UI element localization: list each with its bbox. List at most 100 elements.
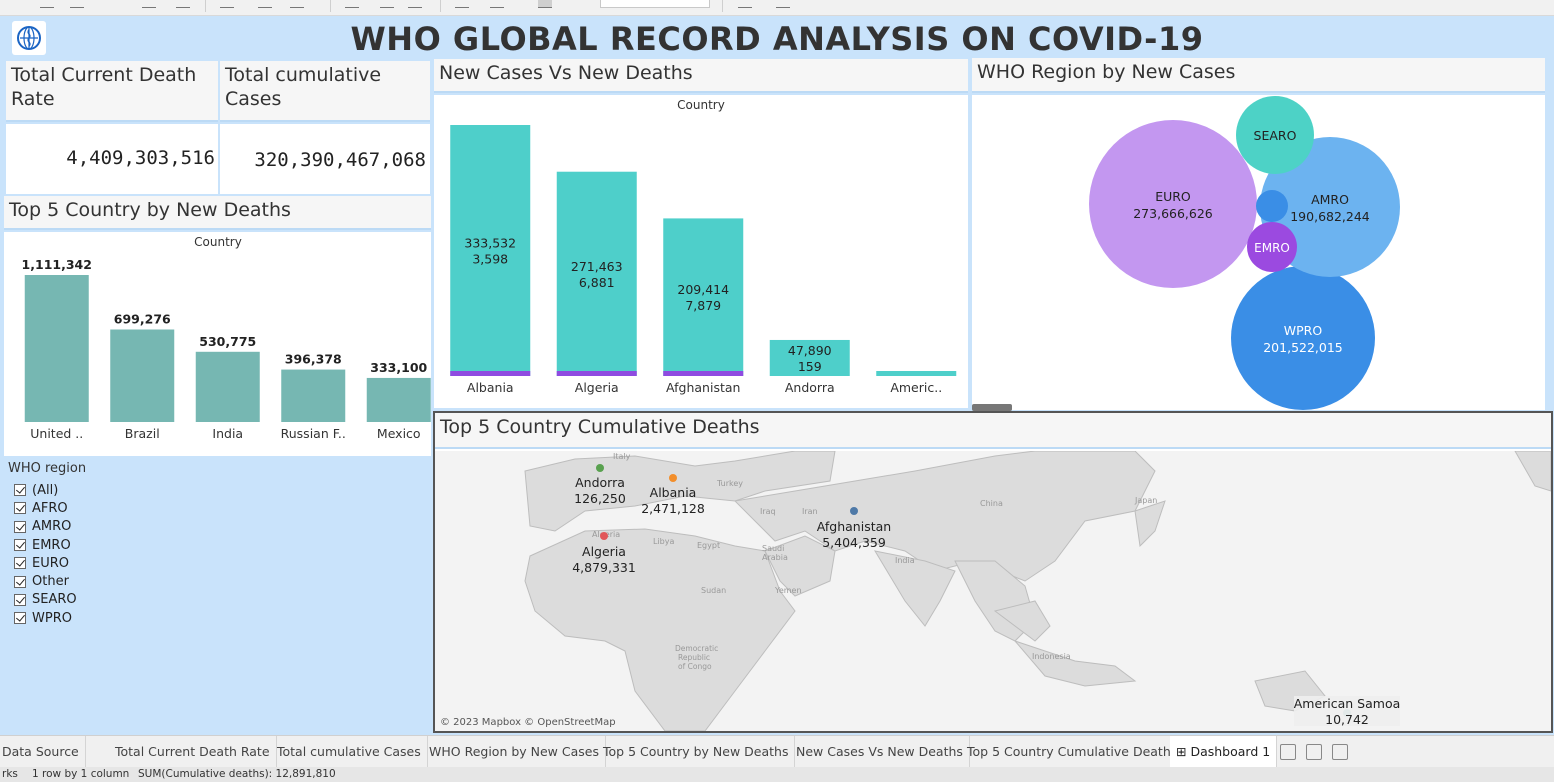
kpi-cumulative-value: 320,390,467,068 — [254, 149, 426, 171]
place-label: Egypt — [697, 541, 720, 550]
new-cases-deaths-header[interactable]: New Cases Vs New Deaths — [434, 59, 968, 93]
region-bubble[interactable] — [1247, 222, 1297, 272]
region-bubble[interactable] — [1236, 96, 1314, 174]
checkbox[interactable] — [14, 557, 26, 570]
map-point-name: Albania — [650, 485, 697, 500]
map-point[interactable] — [600, 532, 608, 540]
region-bubbles-header[interactable]: WHO Region by New Cases — [972, 58, 1545, 93]
new-worksheet-icon[interactable] — [1280, 744, 1296, 760]
filter-options: (All) AFRO AMRO EMRO EURO Other SEARO WPRO — [8, 481, 208, 627]
place-label: Yemen — [774, 586, 802, 595]
place-label: Arabia — [762, 553, 788, 562]
cases-bar[interactable] — [663, 218, 744, 376]
region-bubble[interactable] — [1256, 190, 1288, 222]
back-icon[interactable] — [40, 0, 54, 8]
checkbox[interactable] — [14, 539, 26, 552]
group-icon[interactable] — [490, 0, 504, 8]
deaths-bar[interactable] — [663, 371, 744, 376]
sheet-tab[interactable]: WHO Region by New Cases — [423, 736, 606, 768]
fit-dropdown[interactable] — [600, 0, 710, 8]
checkbox[interactable] — [14, 520, 26, 533]
region-bubble[interactable] — [1231, 266, 1375, 410]
bar[interactable] — [24, 275, 89, 422]
tick-label: Brazil — [125, 426, 160, 441]
show-cards-icon[interactable] — [738, 0, 752, 8]
map-point[interactable] — [596, 464, 604, 472]
bar[interactable] — [195, 351, 260, 422]
filter-option[interactable]: (All) — [8, 481, 208, 499]
top5-deaths-chart[interactable]: Country 1,111,342 United .. 699,276 Brazil 53… — [4, 232, 431, 456]
cases-bar[interactable] — [769, 339, 850, 376]
presentation-icon[interactable] — [776, 0, 790, 8]
kpi-death-rate-panel[interactable]: 4,409,303,516 — [6, 124, 218, 194]
map-point-value: 4,879,331 — [572, 560, 636, 575]
deaths-bar[interactable] — [556, 371, 637, 376]
map-point[interactable] — [669, 474, 677, 482]
filter-option-label: Other — [32, 574, 69, 590]
place-label: Indonesia — [1032, 652, 1071, 661]
map-panel[interactable]: Italy Turkey Libya Egypt Iraq Iran Saudi Arabia… — [435, 450, 1552, 732]
new-cases-deaths-panel[interactable]: Country 333,532 3,598 Albania 271,463 6,881 Al… — [434, 95, 968, 408]
swap-icon[interactable] — [345, 0, 359, 8]
sheet-tab[interactable]: Top 5 Country Cumulative Deaths — [961, 736, 1185, 768]
checkbox[interactable] — [14, 612, 26, 625]
region-bubble[interactable] — [1089, 120, 1257, 288]
new-dashboard-icon[interactable] — [1306, 744, 1322, 760]
filter-option[interactable]: SEARO — [8, 591, 208, 609]
forward-icon[interactable] — [70, 0, 84, 8]
new-datasource-icon[interactable] — [142, 0, 156, 8]
world-map[interactable]: Italy Turkey Libya Egypt Iraq Iran SaudiArabia… — [435, 450, 1552, 732]
new-sheet-icon[interactable] — [220, 0, 234, 8]
highlight-icon[interactable] — [455, 0, 469, 8]
filter-option[interactable]: Other — [8, 572, 208, 590]
sheet-tab[interactable]: Data Source — [0, 736, 86, 768]
cases-bar[interactable] — [876, 371, 957, 376]
region-bubbles-chart[interactable]: EURO 273,666,626 WPRO 201,522,015 AMRO 190,68… — [972, 95, 1545, 410]
checkbox[interactable] — [14, 502, 26, 515]
cases-bar[interactable] — [450, 125, 531, 376]
filter-option[interactable]: AFRO — [8, 499, 208, 517]
place-label: Italy — [613, 452, 631, 461]
map-point-value: 5,404,359 — [822, 535, 886, 550]
filter-option[interactable]: AMRO — [8, 518, 208, 536]
filter-option[interactable]: EMRO — [8, 536, 208, 554]
kpi-death-rate-header[interactable]: Total Current Death Rate — [6, 61, 218, 122]
top5-deaths-header[interactable]: Top 5 Country by New Deaths — [4, 196, 431, 230]
sheet-tab[interactable]: Total Current Death Rate — [109, 736, 277, 768]
sheet-tab[interactable]: Top 5 Country by New Deaths — [597, 736, 796, 768]
map-point-name: Afghanistan — [817, 519, 891, 534]
who-logo — [12, 21, 46, 55]
filter-option[interactable]: WPRO — [8, 609, 208, 627]
sort-asc-icon[interactable] — [380, 0, 394, 8]
bar[interactable] — [281, 369, 346, 422]
map-point-name: Algeria — [582, 544, 626, 559]
add-icon[interactable] — [176, 0, 190, 8]
clear-sheet-icon[interactable] — [290, 0, 304, 8]
kpi-cumulative-panel[interactable]: 320,390,467,068 — [220, 124, 430, 194]
kpi-cumulative-header[interactable]: Total cumulative Cases — [220, 61, 430, 122]
duplicate-icon[interactable] — [258, 0, 272, 8]
sort-desc-icon[interactable] — [408, 0, 422, 8]
place-label: Iraq — [760, 507, 776, 516]
tick-label: Russian F.. — [281, 426, 346, 441]
resize-handle[interactable] — [972, 404, 1012, 411]
bar[interactable] — [366, 377, 431, 422]
deaths-bar[interactable] — [450, 371, 531, 376]
checkbox[interactable] — [14, 593, 26, 606]
sheet-tab[interactable]: Total cumulative Cases — [271, 736, 428, 768]
checkbox[interactable] — [14, 484, 26, 497]
sheet-tab[interactable]: New Cases Vs New Deaths — [790, 736, 970, 768]
cases-bar[interactable] — [556, 171, 637, 376]
sheet-tab[interactable]: ⊞ Dashboard 1 — [1170, 736, 1278, 768]
map-header[interactable]: Top 5 Country Cumulative Deaths — [435, 413, 1551, 449]
map-point[interactable] — [850, 507, 858, 515]
place-label: Iran — [802, 507, 818, 516]
top5-deaths-panel[interactable]: Country 1,111,342 United .. 699,276 Brazil 53… — [4, 232, 431, 456]
filter-option[interactable]: EURO — [8, 554, 208, 572]
bar[interactable] — [110, 329, 175, 422]
region-bubbles-panel[interactable]: EURO 273,666,626 WPRO 201,522,015 AMRO 190,68… — [972, 95, 1545, 410]
checkbox[interactable] — [14, 575, 26, 588]
labels-icon[interactable] — [538, 0, 552, 8]
new-story-icon[interactable] — [1332, 744, 1348, 760]
